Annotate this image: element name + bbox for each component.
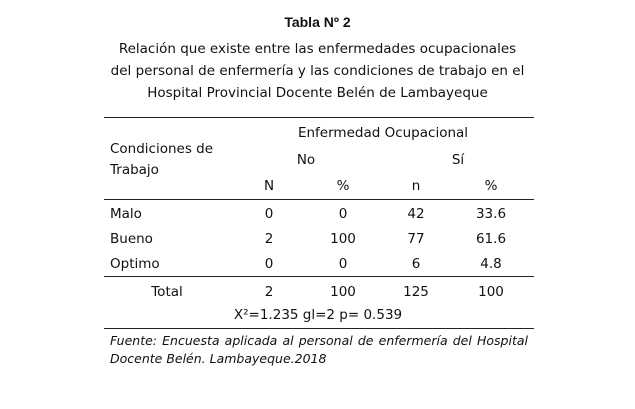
cell-bueno-pct-no: 100 (330, 231, 356, 247)
cell-bueno-pct-si: 61.6 (475, 231, 507, 247)
sub-header-pct-no: % (336, 178, 350, 194)
cell-malo-pct-no: 0 (338, 206, 348, 222)
no-header: No (296, 152, 316, 168)
header-rule (104, 199, 534, 200)
cell-malo-pct-si: 33.6 (475, 206, 507, 222)
total-rule (104, 276, 534, 277)
cell-bueno-n-si: 77 (407, 231, 425, 247)
table-title: Tabla Nº 2 (284, 14, 351, 30)
chi-square-stat: X²=1.235 gl=2 p= 0.539 (233, 307, 403, 323)
table-caption-line-1: Relación que existe entre las enfermedad… (118, 41, 517, 57)
row-header-line-2: Trabajo (110, 162, 159, 178)
row-label-optimo: Optimo (110, 256, 160, 272)
row-header-line-1: Condiciones de (110, 141, 214, 157)
cell-bueno-n-no: 2 (264, 231, 274, 247)
table-caption-line-3: Hospital Provincial Docente Belén de Lam… (147, 85, 488, 101)
cell-malo-n-si: 42 (407, 206, 425, 222)
row-label-bueno: Bueno (110, 231, 153, 247)
table-top-rule (104, 117, 534, 118)
cell-total-n-no: 2 (264, 284, 274, 300)
row-label-malo: Malo (110, 206, 142, 222)
cell-total-pct-si: 100 (478, 284, 504, 300)
table-bottom-rule (104, 328, 534, 329)
cell-optimo-pct-si: 4.8 (480, 256, 502, 272)
cell-malo-n-no: 0 (264, 206, 274, 222)
cell-optimo-n-no: 0 (264, 256, 274, 272)
row-label-total: Total (151, 284, 183, 300)
cell-total-n-si: 125 (403, 284, 429, 300)
cell-optimo-pct-no: 0 (338, 256, 348, 272)
sub-header-n-si: n (411, 178, 421, 194)
cell-optimo-n-si: 6 (411, 256, 421, 272)
sub-header-n-no: N (263, 178, 275, 194)
cell-total-pct-no: 100 (330, 284, 356, 300)
group-header: Enfermedad Ocupacional (297, 125, 469, 141)
source-footnote: Fuente: Encuesta aplicada al personal de… (110, 333, 528, 366)
table-caption-line-2: del personal de enfermería y las condici… (110, 63, 525, 79)
sub-header-pct-si: % (484, 178, 498, 194)
si-header: Sí (451, 152, 465, 168)
